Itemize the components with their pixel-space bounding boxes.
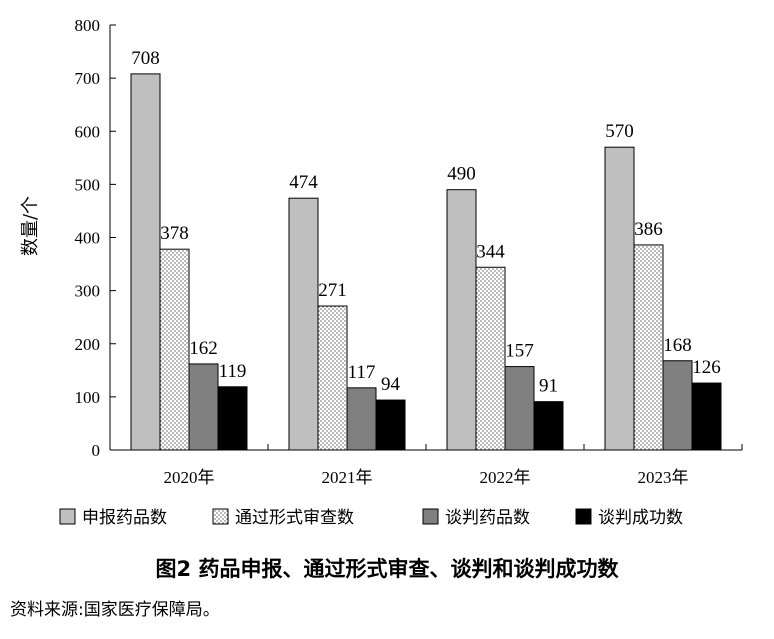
bar [475, 266, 506, 451]
axes-lines [109, 25, 742, 451]
figure-caption: 图2 药品申报、通过形式审查、谈判和谈判成功数 [155, 557, 619, 581]
y-tick-label: 0 [92, 441, 101, 460]
x-tick-label: 2021年 [322, 468, 373, 487]
y-axis: 0 100 200 300 400 500 600 700 800 [75, 16, 116, 460]
data-label: 474 [289, 172, 318, 193]
data-label: 386 [634, 219, 663, 240]
bar [130, 73, 161, 451]
y-tick-label: 400 [75, 229, 101, 248]
y-tick-label: 700 [75, 69, 101, 88]
data-label: 344 [476, 241, 505, 262]
data-label: 708 [131, 48, 160, 69]
legend-label: 谈判成功数 [598, 508, 683, 528]
legend-label: 申报药品数 [82, 508, 167, 528]
data-label: 271 [318, 280, 347, 301]
data-label: 570 [605, 121, 634, 142]
data-label: 91 [539, 376, 558, 397]
bar [188, 363, 219, 451]
data-label: 490 [447, 164, 476, 185]
legend-swatch [212, 508, 229, 525]
data-label: 117 [348, 362, 376, 383]
source-note: 资料来源:国家医疗保障局。 [10, 600, 220, 620]
legend-swatch [575, 508, 592, 525]
legend-swatch [59, 508, 76, 525]
y-tick-label: 500 [75, 175, 101, 194]
bar [604, 146, 635, 451]
bar [633, 244, 664, 451]
y-tick-label: 600 [75, 122, 101, 141]
data-label: 157 [505, 341, 534, 362]
bar [375, 399, 406, 451]
data-label: 94 [381, 374, 401, 395]
bar [317, 305, 348, 451]
x-tick-label: 2020年 [164, 468, 215, 487]
bar [288, 197, 319, 451]
bar [533, 401, 564, 451]
bars [130, 73, 722, 451]
data-label: 168 [663, 335, 692, 356]
y-axis-label: 数量/个 [20, 196, 41, 256]
x-axis: 2020年 2021年 2022年 2023年 [164, 444, 743, 487]
data-label: 378 [160, 223, 189, 244]
y-tick-label: 100 [75, 388, 101, 407]
data-label: 119 [219, 361, 247, 382]
bar [159, 248, 190, 451]
bar [504, 366, 535, 451]
legend: 申报药品数 通过形式审查数 谈判药品数 谈判成功数 [59, 508, 683, 528]
x-tick-label: 2022年 [480, 468, 531, 487]
data-label: 126 [692, 357, 721, 378]
legend-swatch [422, 508, 439, 525]
bar [217, 386, 248, 451]
data-label: 162 [189, 338, 218, 359]
legend-label: 通过形式审查数 [235, 508, 354, 528]
y-tick-label: 800 [75, 16, 101, 35]
bar [446, 189, 477, 451]
y-tick-label: 300 [75, 282, 101, 301]
bar [662, 360, 693, 451]
x-tick-label: 2023年 [638, 468, 689, 487]
bar-chart: 数量/个 0 100 200 300 400 500 600 700 800 708 378 162… [20, 16, 743, 528]
y-tick-label: 200 [75, 335, 101, 354]
bar [691, 382, 722, 451]
bar [346, 387, 377, 451]
legend-label: 谈判药品数 [445, 508, 530, 528]
